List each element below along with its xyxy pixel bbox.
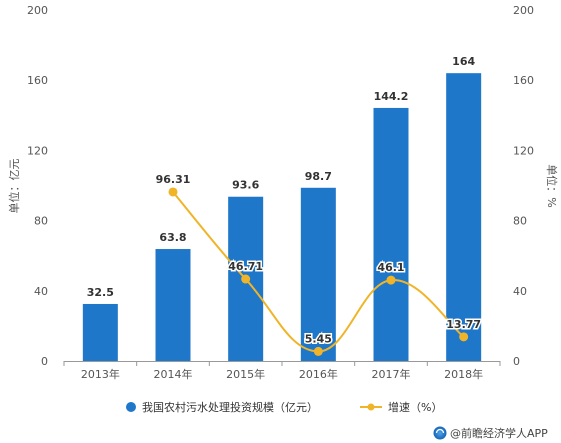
line-series xyxy=(168,187,469,356)
right-y-tick-label: 160 xyxy=(513,74,534,87)
line-value-label: 5.45 xyxy=(305,332,332,345)
bar-value-label: 93.6 xyxy=(232,179,259,192)
x-axis: 2013年 2014年 2015年 2016年 2017年 2018年 xyxy=(63,361,501,381)
x-tick-label: 2015年 xyxy=(226,367,265,381)
bar-data-labels: 32.5 63.8 93.6 98.7 144.2 164 xyxy=(87,55,476,299)
line-data-labels: 96.31 46.71 5.45 46.1 13.77 xyxy=(154,171,482,346)
x-tick-label: 2017年 xyxy=(372,367,411,381)
left-y-tick-label: 40 xyxy=(34,285,48,298)
bar-value-label: 144.2 xyxy=(374,90,409,103)
x-tick-label: 2016年 xyxy=(299,367,338,381)
qianzhan-logo-icon xyxy=(433,426,447,440)
line-value-label: 46.1 xyxy=(377,261,404,274)
left-axis-title: 单位：亿元 xyxy=(7,159,21,214)
left-y-axis: 0 40 80 120 160 200 xyxy=(27,4,48,368)
source-label: @前瞻经济学人APP xyxy=(450,426,548,440)
line-value-label: 96.31 xyxy=(156,173,191,186)
bar-value-label: 164 xyxy=(452,55,475,68)
bar-value-label: 32.5 xyxy=(87,286,114,299)
right-y-tick-label: 0 xyxy=(513,355,520,368)
bar xyxy=(300,187,336,361)
line-value-label: 46.71 xyxy=(228,260,263,273)
qianzhan-logo-mark xyxy=(435,428,445,434)
bar xyxy=(155,249,191,361)
legend-line-label: 增速（%） xyxy=(388,400,442,414)
legend-bar-label: 我国农村污水处理投资规模（亿元） xyxy=(142,400,318,414)
source-credit: @前瞻经济学人APP xyxy=(433,426,548,440)
bar-value-label: 63.8 xyxy=(159,231,186,244)
right-y-axis: 0 40 80 120 160 200 xyxy=(513,4,534,368)
bar xyxy=(82,303,118,361)
bar xyxy=(446,73,482,362)
right-y-tick-label: 120 xyxy=(513,144,534,157)
left-y-tick-label: 120 xyxy=(27,144,48,157)
legend: 我国农村污水处理投资规模（亿元） 增速（%） xyxy=(126,400,442,414)
right-axis-title: 单位：% xyxy=(545,164,559,207)
line-point xyxy=(241,274,251,284)
left-y-tick-label: 0 xyxy=(41,355,48,368)
right-y-tick-label: 40 xyxy=(513,285,527,298)
line-point xyxy=(168,187,178,197)
left-y-tick-label: 200 xyxy=(27,4,48,17)
left-y-tick-label: 80 xyxy=(34,215,48,228)
line-point xyxy=(313,346,323,356)
x-tick-label: 2013年 xyxy=(81,367,120,381)
x-tick-label: 2018年 xyxy=(444,367,483,381)
line-point xyxy=(459,332,469,342)
line-point xyxy=(386,275,396,285)
bar xyxy=(373,107,409,361)
bar-series xyxy=(82,73,482,362)
x-tick-label: 2014年 xyxy=(154,367,193,381)
legend-line-dot-icon xyxy=(367,403,375,411)
left-y-tick-label: 160 xyxy=(27,74,48,87)
right-y-tick-label: 80 xyxy=(513,215,527,228)
bar-value-label: 98.7 xyxy=(305,170,332,183)
line-value-label: 13.77 xyxy=(446,318,481,331)
legend-bar-marker-icon xyxy=(126,402,136,412)
right-y-tick-label: 200 xyxy=(513,4,534,17)
